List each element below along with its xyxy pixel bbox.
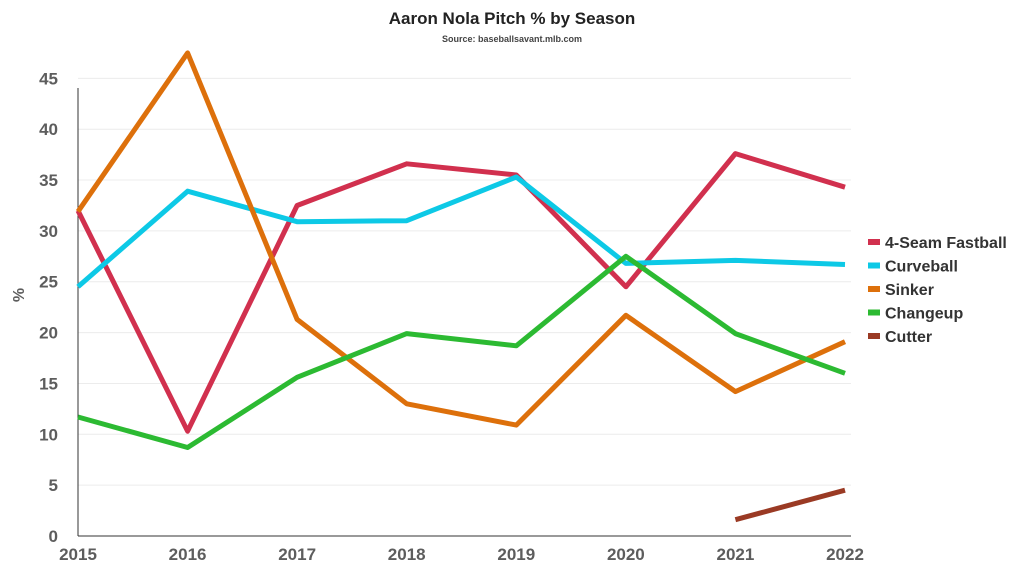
y-axis-ticks: 0 5 10 15 20 25 30 35 40 45: [39, 69, 58, 546]
y-tick-label: 15: [39, 374, 58, 393]
legend-label-4-seam-fastball: 4-Seam Fastball: [885, 235, 1007, 252]
series-line-sinker: [75, 50, 847, 428]
legend-label-cutter: Cutter: [885, 329, 932, 346]
x-axis-ticks: 2015 2016 2017 2018 2019 2020 2021 2022: [59, 545, 864, 564]
x-tick-label: 2017: [278, 545, 316, 564]
x-tick-label: 2015: [59, 545, 97, 564]
x-tick-label: 2019: [497, 545, 535, 564]
series-line-changeup: [77, 253, 846, 450]
chart-title: Aaron Nola Pitch % by Season: [389, 9, 636, 28]
legend-label-sinker: Sinker: [885, 282, 934, 299]
x-tick-label: 2022: [826, 545, 864, 564]
y-tick-label: 0: [49, 527, 58, 546]
series-line-4-seam-fastball: [75, 151, 846, 434]
legend-label-curveball: Curveball: [885, 259, 958, 276]
legend-swatch-changeup: [868, 309, 880, 316]
x-tick-label: 2020: [607, 545, 645, 564]
y-tick-label: 5: [49, 476, 58, 495]
x-tick-label: 2021: [717, 545, 755, 564]
y-tick-label: 20: [39, 324, 58, 343]
series-lines: [75, 50, 847, 523]
x-tick-label: 2016: [169, 545, 207, 564]
chart-subtitle: Source: baseballsavant.mlb.com: [442, 34, 582, 44]
gridlines: [77, 77, 851, 537]
y-tick-label: 10: [39, 425, 58, 444]
y-tick-label: 40: [39, 120, 58, 139]
y-axis-label: %: [11, 288, 28, 302]
legend-swatch-4-seam-fastball: [868, 239, 880, 245]
y-tick-label: 45: [39, 69, 58, 88]
y-tick-label: 35: [39, 171, 58, 190]
series-line-curveball: [76, 174, 846, 289]
legend-label-changeup: Changeup: [885, 306, 963, 323]
y-tick-label: 25: [39, 273, 58, 292]
legend-swatch-cutter: [868, 333, 880, 339]
series-line-cutter: [734, 487, 846, 523]
legend: 4-Seam Fastball Curveball Sinker Changeup Cu…: [868, 235, 1007, 346]
legend-swatch-curveball: [868, 262, 880, 269]
x-tick-label: 2018: [388, 545, 426, 564]
y-tick-label: 30: [39, 222, 58, 241]
legend-swatch-sinker: [868, 286, 880, 292]
